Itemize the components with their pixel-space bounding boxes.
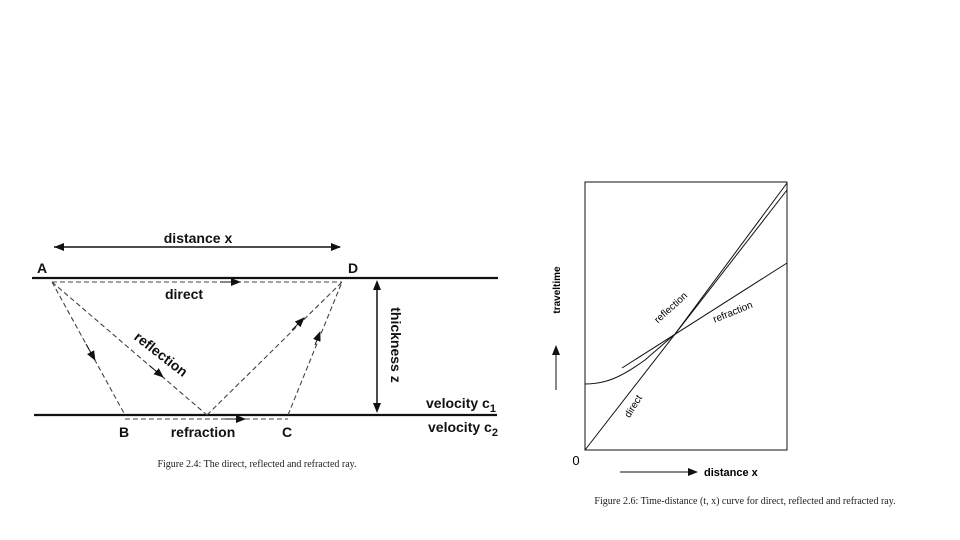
caption: Figure 2.6: Time-distance (t, x) curve f… (594, 496, 895, 507)
velocity-label: velocity c2 (428, 419, 498, 439)
point-label: C (282, 424, 292, 440)
point-label: B (119, 424, 129, 440)
thickness-label: thickness z (388, 307, 404, 382)
refraction-label: refraction (171, 424, 236, 440)
arrow (291, 317, 305, 331)
origin-label: 0 (572, 453, 579, 468)
reflected-ray (206, 281, 343, 416)
plot-frame (584, 181, 788, 451)
arrow (313, 331, 321, 346)
reflection-curve (584, 182, 788, 385)
point-label: D (348, 260, 358, 276)
refraction-label: refraction (712, 300, 755, 326)
arrow-head (54, 243, 64, 251)
velocity-label: velocity c1 (426, 395, 496, 415)
refracted-ray (287, 281, 343, 416)
distance-label: distance x (164, 230, 233, 246)
direct-line (584, 189, 788, 451)
y-axis-label: traveltime (552, 266, 563, 314)
arrow (85, 343, 96, 361)
figure-right: reflection refraction direct traveltime … (552, 181, 896, 507)
figure-left: distance x A D direct reflection B refra… (32, 230, 498, 470)
x-axis-label: distance x (704, 467, 759, 479)
direct-label: direct (165, 286, 203, 302)
arrow (149, 365, 164, 378)
caption: Figure 2.4: The direct, reflected and re… (157, 459, 356, 470)
reflection-label: reflection (131, 328, 191, 379)
point-label: A (37, 260, 47, 276)
refraction-line (621, 262, 788, 369)
reflected-ray (51, 281, 208, 416)
